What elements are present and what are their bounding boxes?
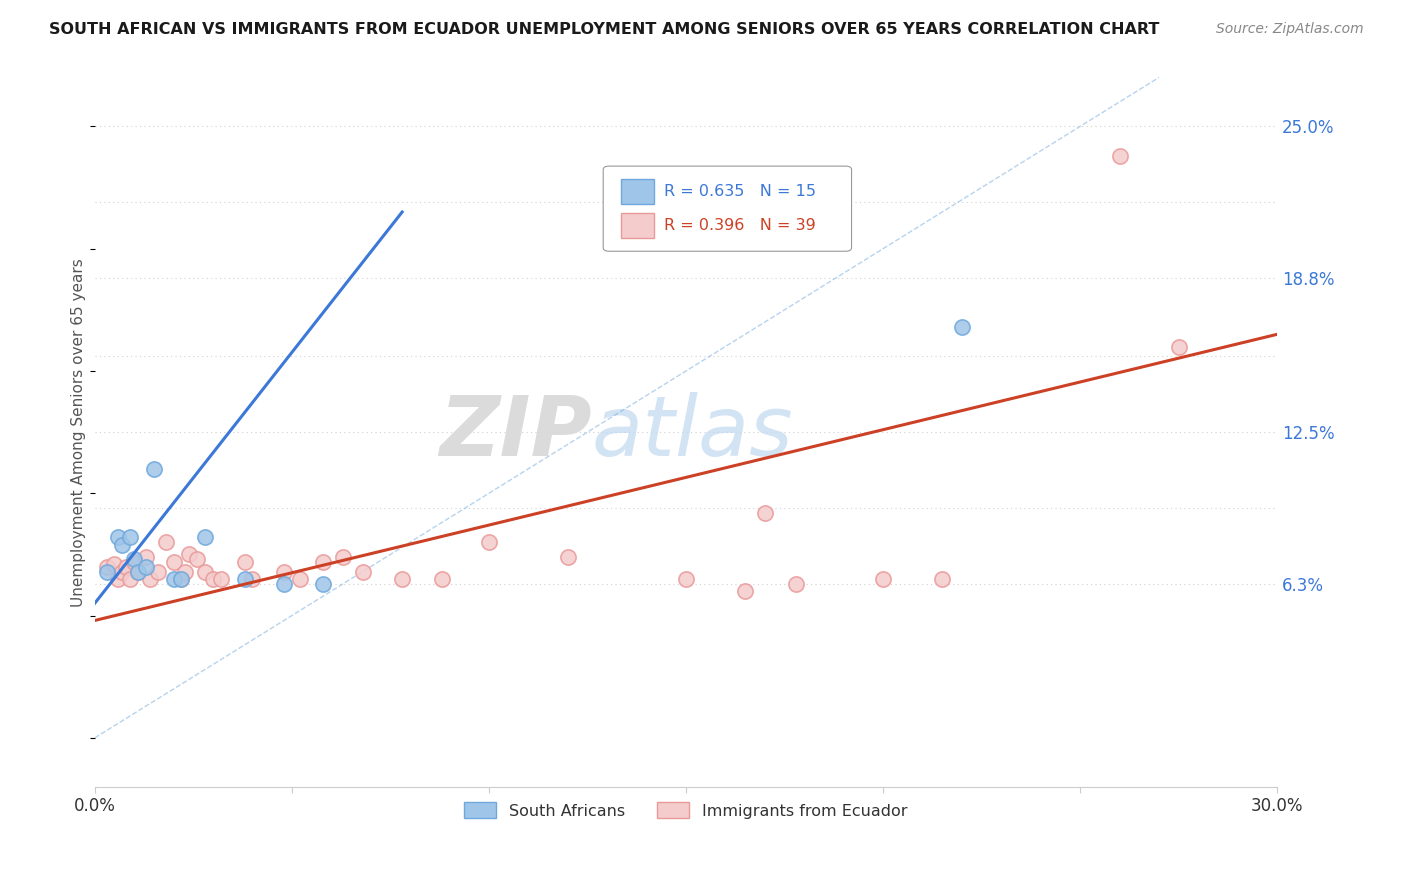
- Point: [1108, 149, 1130, 163]
- Text: ZIP: ZIP: [439, 392, 592, 473]
- Point: [107, 530, 129, 544]
- Point: [103, 558, 125, 572]
- Point: [352, 565, 374, 579]
- Point: [391, 572, 413, 586]
- Text: R = 0.635   N = 15: R = 0.635 N = 15: [664, 184, 815, 199]
- Point: [146, 565, 169, 579]
- Point: [111, 565, 134, 579]
- Point: [872, 572, 894, 586]
- Point: [115, 559, 138, 574]
- Point: [162, 555, 184, 569]
- Point: [142, 462, 165, 476]
- FancyBboxPatch shape: [621, 213, 654, 238]
- Legend: South Africans, Immigrants from Ecuador: South Africans, Immigrants from Ecuador: [458, 796, 914, 825]
- FancyBboxPatch shape: [603, 166, 852, 252]
- Point: [478, 535, 501, 549]
- Text: Source: ZipAtlas.com: Source: ZipAtlas.com: [1216, 22, 1364, 37]
- Text: R = 0.396   N = 39: R = 0.396 N = 39: [664, 219, 815, 234]
- Point: [135, 559, 157, 574]
- Point: [312, 576, 335, 591]
- Point: [233, 555, 256, 569]
- Point: [675, 572, 697, 586]
- Point: [96, 559, 118, 574]
- Point: [288, 572, 311, 586]
- Point: [557, 549, 579, 564]
- Point: [194, 565, 217, 579]
- Point: [312, 555, 335, 569]
- Point: [127, 565, 149, 579]
- Point: [209, 572, 232, 586]
- Point: [139, 572, 162, 586]
- Point: [120, 572, 142, 586]
- Point: [332, 549, 354, 564]
- FancyBboxPatch shape: [621, 179, 654, 204]
- Point: [242, 572, 264, 586]
- Text: SOUTH AFRICAN VS IMMIGRANTS FROM ECUADOR UNEMPLOYMENT AMONG SENIORS OVER 65 YEAR: SOUTH AFRICAN VS IMMIGRANTS FROM ECUADOR…: [49, 22, 1160, 37]
- Point: [107, 572, 129, 586]
- Point: [201, 572, 224, 586]
- Point: [179, 548, 201, 562]
- Point: [170, 572, 193, 586]
- Point: [162, 572, 184, 586]
- Point: [734, 584, 756, 599]
- Point: [754, 506, 776, 520]
- Point: [111, 538, 134, 552]
- Point: [233, 572, 256, 586]
- Point: [120, 530, 142, 544]
- Point: [155, 535, 177, 549]
- Point: [170, 572, 193, 586]
- Point: [931, 572, 953, 586]
- Y-axis label: Unemployment Among Seniors over 65 years: Unemployment Among Seniors over 65 years: [72, 258, 86, 607]
- Point: [950, 320, 973, 334]
- Point: [1167, 339, 1189, 353]
- Text: atlas: atlas: [592, 392, 793, 473]
- Point: [194, 530, 217, 544]
- Point: [174, 565, 197, 579]
- Point: [135, 549, 157, 564]
- Point: [273, 565, 295, 579]
- Point: [785, 576, 807, 591]
- Point: [127, 565, 149, 579]
- Point: [122, 552, 145, 566]
- Point: [186, 552, 208, 566]
- Point: [96, 565, 118, 579]
- Point: [122, 555, 145, 569]
- Point: [430, 572, 453, 586]
- Point: [273, 576, 295, 591]
